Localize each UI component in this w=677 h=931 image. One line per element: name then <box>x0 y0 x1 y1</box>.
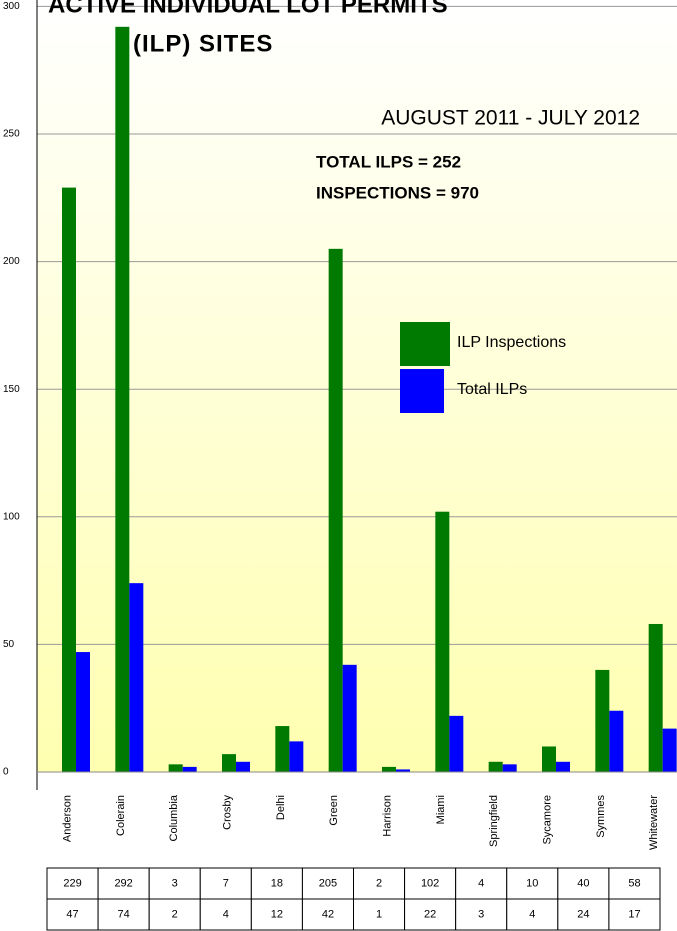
bar <box>502 764 517 772</box>
table-cell <box>46 898 99 931</box>
table-cell <box>506 898 559 931</box>
bar <box>168 764 183 772</box>
table-cell <box>301 867 354 900</box>
table-value: 205 <box>319 877 337 889</box>
legend-swatch <box>400 369 444 413</box>
table-value: 58 <box>628 877 640 889</box>
table-value: 10 <box>526 877 538 889</box>
bar <box>115 26 130 773</box>
x-tick-label: Colerain <box>115 795 127 836</box>
table-value: 3 <box>172 877 178 889</box>
table-value: 3 <box>478 908 484 920</box>
x-tick-label: Whitewater <box>648 795 660 850</box>
bar <box>662 728 677 772</box>
chart-title: ACTIVE INDIVIDUAL LOT PERMITS <box>48 0 448 18</box>
table-value: 42 <box>322 908 334 920</box>
table-value: 4 <box>478 877 484 889</box>
table-value: 102 <box>421 877 439 889</box>
date-range: AUGUST 2011 - JULY 2012 <box>381 107 640 130</box>
table-cell <box>353 867 406 900</box>
legend-label: ILP Inspections <box>457 334 566 351</box>
table-cell <box>455 898 508 931</box>
bar <box>222 754 236 772</box>
bar <box>609 710 624 772</box>
x-tick-label: Delhi <box>275 795 287 820</box>
bar <box>449 715 464 772</box>
bar <box>62 187 76 773</box>
table-cell <box>506 867 559 900</box>
table-value: 7 <box>223 877 229 889</box>
bar <box>556 761 570 772</box>
y-tick-label: 100 <box>3 511 20 522</box>
x-tick-label: Harrison <box>382 795 394 837</box>
bar <box>382 766 396 772</box>
table-cell <box>557 898 610 931</box>
bar <box>488 761 503 772</box>
table-cell <box>250 898 303 931</box>
table-value: 22 <box>424 908 436 920</box>
table-cell <box>97 898 150 931</box>
table-cell <box>250 867 303 900</box>
table-value: 4 <box>529 908 535 920</box>
x-tick-label: Sycamore <box>542 795 554 845</box>
table-cell <box>199 898 252 931</box>
x-tick-label: Miami <box>435 795 447 824</box>
bar <box>542 746 556 772</box>
bar <box>396 769 410 772</box>
x-tick-label: Columbia <box>168 794 180 841</box>
table-value: 1 <box>376 908 382 920</box>
x-tick-label: Crosby <box>222 795 234 830</box>
bar <box>182 766 197 772</box>
x-tick-label: Springfield <box>488 795 500 847</box>
plot-background <box>37 0 677 772</box>
bar <box>275 726 290 772</box>
table-value: 2 <box>376 877 382 889</box>
y-tick-label: 150 <box>3 384 20 395</box>
bar <box>342 664 357 772</box>
table-value: 18 <box>271 877 283 889</box>
table-cell <box>353 898 406 931</box>
bar <box>289 741 304 772</box>
y-tick-label: 50 <box>3 639 15 650</box>
legend-swatch <box>400 322 450 366</box>
bar <box>435 511 450 772</box>
table-value: 74 <box>118 908 130 920</box>
table-value: 229 <box>63 877 81 889</box>
y-tick-label: 0 <box>3 767 9 778</box>
bar <box>595 669 610 772</box>
bar <box>328 248 343 773</box>
table-value: 292 <box>114 877 132 889</box>
bar <box>76 652 90 772</box>
table-cell <box>301 898 354 931</box>
legend-label: Total ILPs <box>457 381 527 398</box>
y-tick-label: 300 <box>3 1 20 12</box>
table-value: 4 <box>223 908 229 920</box>
table-value: 24 <box>577 908 589 920</box>
annotation: TOTAL ILPS = 252 <box>316 152 461 171</box>
table-value: 17 <box>628 908 640 920</box>
table-cell <box>608 898 661 931</box>
table-value: 47 <box>66 908 78 920</box>
annotation: INSPECTIONS = 970 <box>316 183 479 202</box>
y-tick-label: 250 <box>3 129 20 140</box>
bar <box>129 583 144 772</box>
chart-subtitle: (ILP) SITES <box>133 30 273 57</box>
bar <box>648 623 663 772</box>
table-value: 40 <box>577 877 589 889</box>
table-value: 2 <box>172 908 178 920</box>
x-tick-label: Green <box>328 795 340 826</box>
x-tick-label: Symmes <box>595 795 607 838</box>
y-tick-label: 200 <box>3 256 20 267</box>
table-value: 12 <box>271 908 283 920</box>
table-cell <box>148 898 201 931</box>
x-tick-label: Anderson <box>62 795 74 842</box>
bar <box>236 761 250 772</box>
